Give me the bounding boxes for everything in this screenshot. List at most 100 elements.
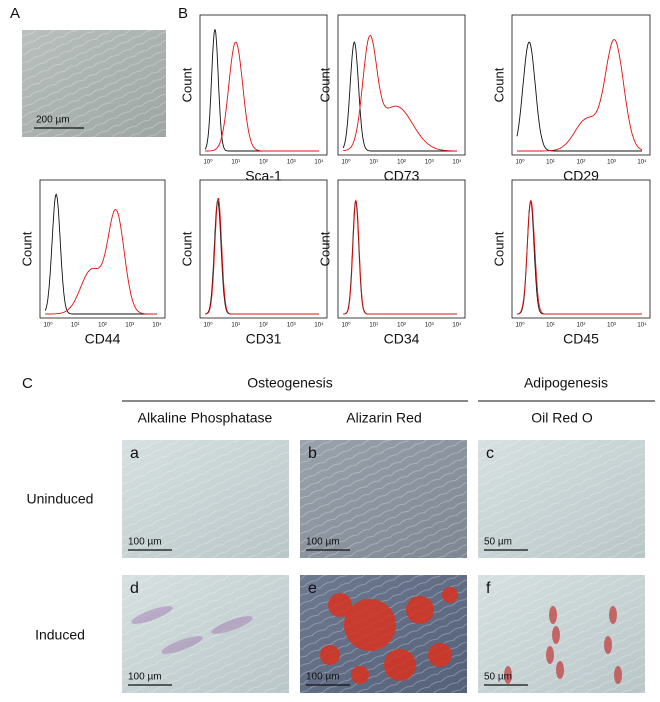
stain-header: Alkaline Phosphatase — [138, 410, 273, 426]
cell-texture — [300, 440, 467, 558]
group-header: Adipogenesis — [524, 375, 608, 391]
scale-label: 50 µm — [484, 537, 512, 548]
stain-spot — [328, 593, 352, 617]
cell-texture — [122, 440, 289, 558]
x-tick-label: 10¹ — [546, 323, 555, 329]
image-letter: c — [486, 445, 494, 462]
x-tick-label: 10⁰ — [515, 159, 525, 166]
control-curve — [342, 41, 457, 152]
x-tick-label: 10⁰ — [203, 159, 213, 166]
x-tick-label: 10¹ — [71, 323, 80, 329]
stain-header: Alizarin Red — [346, 410, 421, 426]
x-tick-label: 10² — [98, 323, 107, 329]
stained-curve — [343, 198, 457, 315]
stain-spot — [161, 636, 203, 654]
stained-curve — [517, 39, 643, 152]
y-axis-label: Count — [491, 67, 506, 102]
plot-frame — [199, 14, 328, 156]
image-letter: b — [308, 445, 317, 462]
image-letter: d — [130, 580, 139, 597]
stain-images: a 100 µm b 100 µm c 50 µm d 100 µm e 100 µm f 50 µm — [122, 440, 645, 693]
stained-curve — [343, 35, 457, 152]
scale-label: 100 µm — [128, 672, 162, 683]
x-tick-label: 10² — [577, 160, 586, 166]
stain-spot — [320, 645, 340, 665]
y-axis-label: Count — [317, 231, 332, 266]
x-tick-label: 10³ — [607, 160, 616, 166]
x-tick-label: 10³ — [287, 160, 296, 166]
x-tick-label: 10² — [259, 160, 268, 166]
x-tick-label: 10² — [397, 160, 406, 166]
stained-curve — [517, 199, 642, 315]
scale-label: 100 µm — [128, 537, 162, 548]
cell-texture — [22, 30, 166, 137]
stain-spot — [406, 596, 434, 624]
x-axis-label: CD44 — [85, 331, 121, 347]
stain-spot — [609, 606, 617, 624]
plot-frame — [337, 14, 466, 156]
x-tick-label: 10² — [397, 323, 406, 329]
image-letter: e — [308, 580, 317, 597]
y-axis-label: Count — [19, 231, 34, 266]
panel-label: A — [10, 5, 20, 22]
stain-spot — [549, 606, 557, 624]
stained-curve — [205, 198, 319, 315]
x-axis-label: CD73 — [384, 168, 420, 184]
x-tick-label: 10³ — [425, 160, 434, 166]
x-tick-label: 10³ — [125, 323, 134, 329]
row-label: Uninduced — [27, 491, 94, 507]
x-tick-label: 10² — [259, 323, 268, 329]
plot-frame — [511, 179, 651, 319]
image-letter: a — [130, 445, 139, 462]
x-tick-label: 10¹ — [231, 323, 240, 329]
x-axis-label: Sca-1 — [245, 168, 282, 184]
x-tick-label: 10⁴ — [452, 159, 462, 166]
x-tick-label: 10⁰ — [341, 322, 351, 329]
plot-frame — [337, 179, 466, 319]
plot-frame — [199, 179, 328, 319]
stained-curve — [45, 209, 157, 315]
x-tick-label: 10⁴ — [637, 322, 647, 329]
x-tick-label: 10¹ — [231, 160, 240, 166]
x-tick-label: 10⁴ — [314, 322, 324, 329]
stain-spot — [442, 587, 458, 603]
x-tick-label: 10⁰ — [43, 322, 53, 329]
x-tick-label: 10¹ — [369, 323, 378, 329]
control-curve — [343, 200, 457, 315]
y-axis-label: Count — [179, 67, 194, 102]
stain-spot — [614, 666, 622, 684]
y-axis-label: Count — [317, 67, 332, 102]
x-tick-label: 10⁴ — [452, 322, 462, 329]
stain-spot — [384, 649, 416, 681]
x-tick-label: 10¹ — [369, 160, 378, 166]
x-tick-label: 10⁴ — [152, 322, 162, 329]
x-tick-label: 10⁰ — [341, 159, 351, 166]
stain-spot — [552, 626, 560, 644]
stain-spot — [556, 661, 564, 679]
stain-spot — [604, 636, 612, 654]
scale-label: 100 µm — [306, 537, 340, 548]
x-axis-label: CD34 — [384, 331, 420, 347]
control-curve — [516, 41, 642, 152]
image-letter: f — [486, 580, 491, 597]
x-tick-label: 10³ — [425, 323, 434, 329]
panel-label: B — [178, 5, 188, 22]
scale-label: 200 µm — [36, 115, 70, 126]
scale-label: 100 µm — [306, 672, 340, 683]
cell-texture — [478, 440, 645, 558]
stain-header: Oil Red O — [531, 410, 593, 426]
panel-label: C — [22, 375, 33, 392]
x-axis-label: CD45 — [563, 331, 599, 347]
x-tick-label: 10³ — [287, 323, 296, 329]
x-tick-label: 10² — [577, 323, 586, 329]
x-tick-label: 10⁰ — [515, 322, 525, 329]
x-tick-label: 10⁰ — [203, 322, 213, 329]
x-tick-label: 10⁴ — [637, 159, 647, 166]
x-tick-label: 10¹ — [546, 160, 555, 166]
plot-frame — [511, 14, 651, 156]
stain-spot — [351, 666, 369, 684]
plot-frame — [39, 179, 166, 319]
scale-label: 50 µm — [484, 672, 512, 683]
